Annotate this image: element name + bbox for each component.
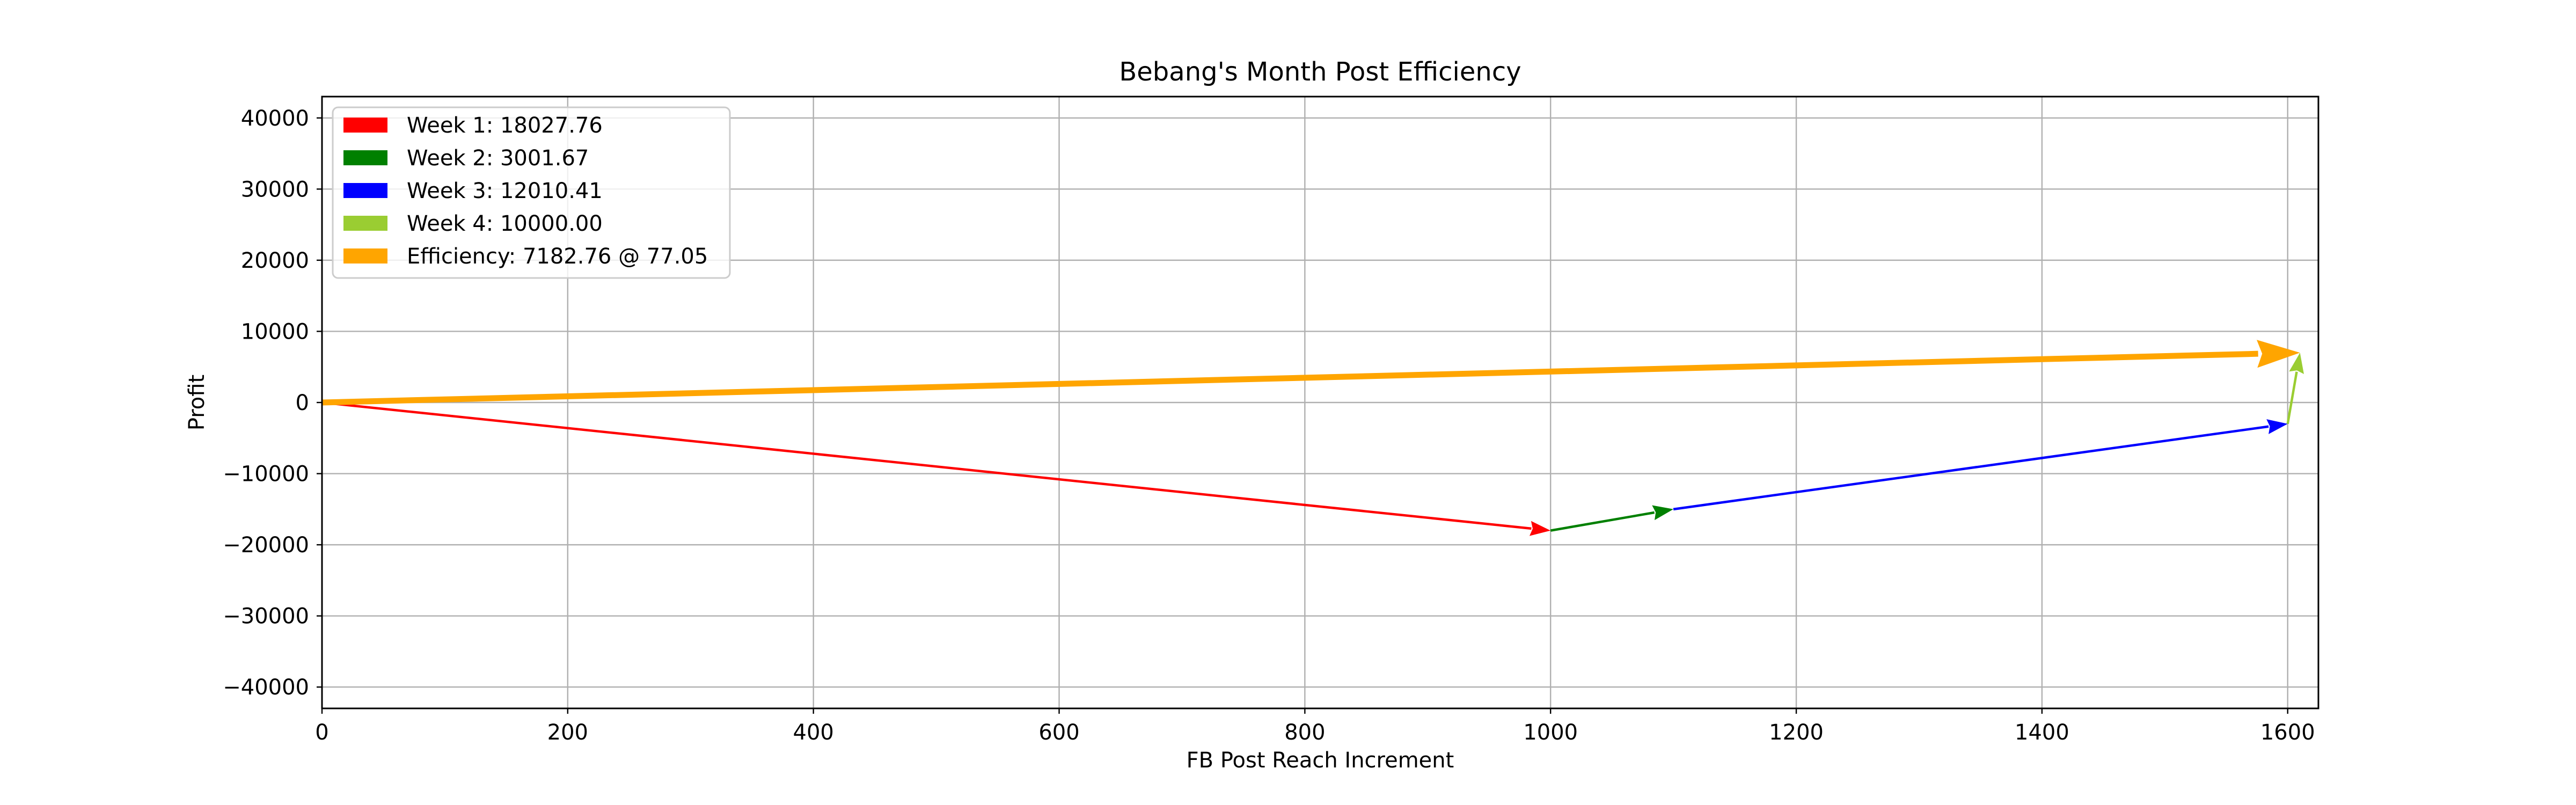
x-tick-label: 600 bbox=[1038, 720, 1079, 745]
vector-head-3 bbox=[2266, 419, 2288, 434]
vector-head-5 bbox=[2257, 340, 2300, 368]
legend-swatch-5 bbox=[343, 248, 387, 264]
vector-shaft-5 bbox=[321, 350, 2258, 406]
legend-swatch-2 bbox=[343, 150, 387, 165]
legend-label-5: Efficiency: 7182.76 @ 77.05 bbox=[407, 244, 708, 269]
x-tick-label: 400 bbox=[793, 720, 834, 745]
x-axis-label: FB Post Reach Increment bbox=[1187, 748, 1454, 773]
y-tick-label: −20000 bbox=[223, 533, 309, 558]
vector-shaft-1 bbox=[321, 401, 1532, 530]
y-tick-label: 40000 bbox=[241, 106, 309, 131]
legend: Week 1: 18027.76 Week 2: 3001.67 Week 3: 1… bbox=[332, 106, 731, 279]
x-tick-label: 1400 bbox=[2015, 720, 2069, 745]
x-tick-label: 1000 bbox=[1523, 720, 1578, 745]
chart-title: Bebang's Month Post Efficiency bbox=[1119, 57, 1521, 87]
grid bbox=[321, 97, 2318, 708]
vector-head-1 bbox=[1529, 521, 1551, 536]
y-tick-label: −10000 bbox=[223, 462, 309, 487]
vector-shaft-4 bbox=[2286, 371, 2298, 425]
legend-swatch-1 bbox=[343, 118, 387, 133]
y-tick-label: −30000 bbox=[223, 604, 309, 629]
y-axis-label: Profit bbox=[185, 375, 209, 430]
legend-label-2: Week 2: 3001.67 bbox=[407, 146, 589, 171]
vectors bbox=[321, 340, 2304, 536]
axis-ticks: 0 200 400 600 800 1000 1200 1400 1600 −40000 −3000… bbox=[223, 106, 2315, 745]
vector-shaft-2 bbox=[1550, 511, 1655, 532]
x-tick-label: 0 bbox=[315, 720, 328, 745]
vector-head-2 bbox=[1652, 505, 1674, 521]
legend-frame bbox=[332, 106, 731, 279]
legend-label-3: Week 3: 12010.41 bbox=[407, 179, 603, 203]
legend-label-1: Week 1: 18027.76 bbox=[407, 113, 603, 138]
y-tick-label: 30000 bbox=[241, 177, 309, 202]
x-tick-label: 1600 bbox=[2260, 720, 2315, 745]
legend-swatch-3 bbox=[343, 183, 387, 198]
y-tick-label: 10000 bbox=[241, 319, 309, 344]
legend-label-4: Week 4: 10000.00 bbox=[407, 211, 603, 236]
x-tick-label: 800 bbox=[1284, 720, 1325, 745]
y-tick-label: −40000 bbox=[223, 675, 309, 700]
x-tick-label: 1200 bbox=[1769, 720, 1824, 745]
vector-shaft-3 bbox=[1673, 425, 2269, 511]
legend-swatch-4 bbox=[343, 216, 387, 231]
x-tick-label: 200 bbox=[547, 720, 588, 745]
vector-head-4 bbox=[2289, 353, 2304, 374]
y-tick-label: 0 bbox=[296, 391, 309, 415]
y-tick-label: 20000 bbox=[241, 248, 309, 273]
